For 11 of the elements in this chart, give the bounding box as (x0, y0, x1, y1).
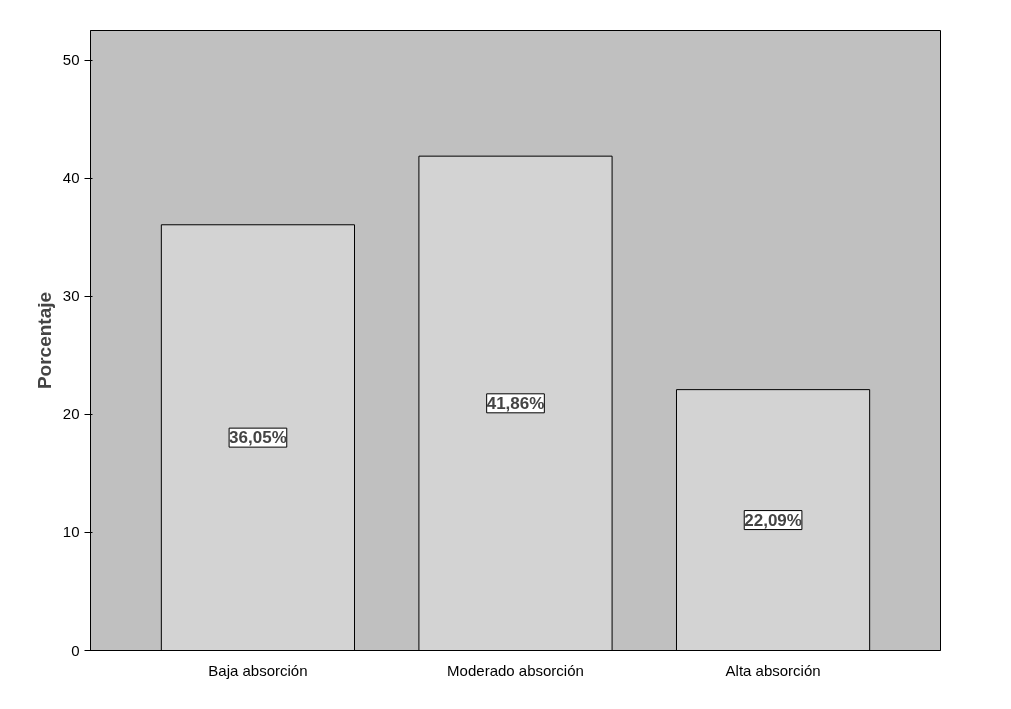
y-tick-label: 50 (62, 51, 80, 69)
y-tick-label: 0 (71, 641, 80, 659)
data-label: 41,86% (486, 393, 545, 413)
y-tick-label: 30 (62, 287, 80, 305)
x-tick-label: Alta absorción (725, 661, 821, 679)
y-tick-label: 40 (62, 169, 80, 187)
x-tick-label: Baja absorción (208, 661, 308, 679)
y-tick-label: 10 (62, 523, 80, 541)
y-tick-label: 20 (62, 405, 80, 423)
y-axis-title: Porcentaje (33, 291, 55, 390)
x-tick-label: Moderado absorción (447, 661, 584, 679)
